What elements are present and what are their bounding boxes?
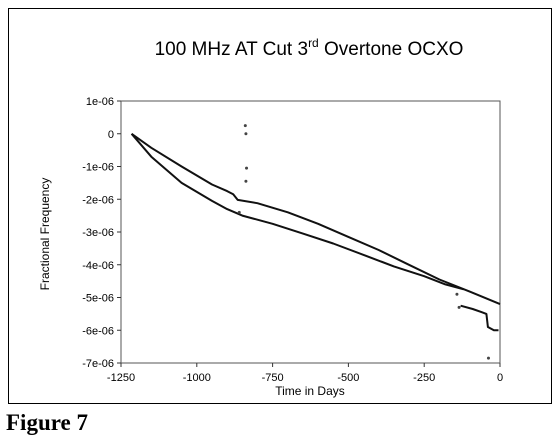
series-line-1 [131,132,501,306]
data-point [455,292,459,296]
data-point [237,210,241,214]
chart-title-rest: Overtone OCXO [319,39,464,60]
x-axis: -1250 -1000 -750 -500 -250 0 [107,363,503,384]
y-tick-label: -7e-06 [82,358,114,370]
data-point [245,166,249,170]
figure-frame: 100 MHz AT Cut 3rd Overtone OCXO 1e-06 0-… [8,8,552,404]
y-tick-label: -4e-06 [82,260,114,272]
y-tick-label: -5e-06 [82,293,114,305]
x-tick-label: -250 [413,372,435,384]
y-axis: 1e-06 0 -1e-06 -2e-06 -3e-06 -4e-06 -5e-06 -6e-… [82,96,121,370]
y-tick-label: 1e-06 [86,96,114,108]
x-axis-label: Time in Days [275,384,345,398]
data-point [457,305,461,309]
data-point [243,124,247,128]
y-axis-label: Fractional Frequency [38,178,52,291]
chart-title-main: 100 MHz AT Cut 3 [155,39,308,60]
y-tick-label: -1e-06 [82,162,114,174]
x-tick-label: -500 [337,372,359,384]
y-tick-label: -6e-06 [82,325,114,337]
x-tick-label: 0 [497,372,503,384]
data-point [244,132,248,136]
series-line-3 [460,304,499,332]
series-layer [130,124,501,360]
figure-caption: Figure 7 [6,410,88,435]
chart-title-superscript: rd [308,36,319,50]
series-line-2 [130,133,464,291]
data-point [486,356,490,360]
y-tick-label: -3e-06 [82,227,114,239]
x-tick-label: -750 [262,372,284,384]
x-tick-label: -1250 [107,372,135,384]
chart-title: 100 MHz AT Cut 3rd Overtone OCXO [155,36,464,60]
data-point [244,179,248,183]
y-tick-label: -2e-06 [82,194,114,206]
chart: 100 MHz AT Cut 3rd Overtone OCXO 1e-060-… [38,36,503,398]
y-tick-label: 0 [108,129,114,141]
plot-area [120,100,501,364]
x-tick-label: -1000 [183,372,211,384]
